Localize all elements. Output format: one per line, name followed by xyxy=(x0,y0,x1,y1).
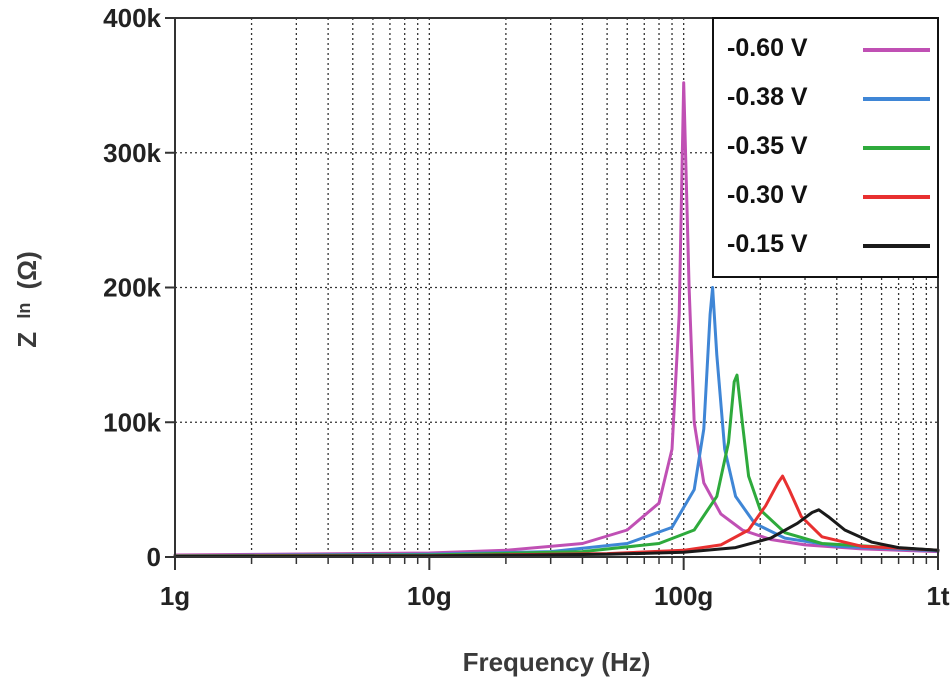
y-axis-title-main: Z xyxy=(12,332,42,348)
x-tick-label: 1t xyxy=(926,581,949,611)
x-tick-label: 10g xyxy=(407,581,452,611)
legend-label: -0.35 V xyxy=(727,132,808,160)
series-line xyxy=(173,286,940,558)
y-axis-title-subscript: In xyxy=(14,303,34,319)
legend: -0.60 V -0.38 V -0.35 V -0.30 V -0.15 V xyxy=(712,17,939,278)
legend-label: -0.30 V xyxy=(727,181,808,209)
y-tick-label: 100k xyxy=(103,407,161,437)
series-line xyxy=(173,81,940,557)
x-axis-title: Frequency (Hz) xyxy=(463,647,651,677)
legend-label: -0.15 V xyxy=(727,230,808,258)
series-line xyxy=(173,373,940,558)
y-tick-label: 0 xyxy=(147,542,161,572)
x-tick-label: 100g xyxy=(654,581,713,611)
series-line xyxy=(173,508,940,558)
y-tick-label: 400k xyxy=(103,3,161,33)
y-axis-title: Z In (Ω) xyxy=(6,251,42,348)
legend-label: -0.38 V xyxy=(727,83,808,111)
x-tick-label: 1g xyxy=(160,581,190,611)
x-axis: 1g 10g 100g 1t xyxy=(160,557,950,611)
legend-label: -0.60 V xyxy=(727,34,808,62)
y-tick-label: 300k xyxy=(103,138,161,168)
series-layer xyxy=(173,81,940,558)
y-axis-title-unit: (Ω) xyxy=(12,251,42,289)
y-tick-label: 200k xyxy=(103,273,161,303)
y-axis: 0 100k 200k 300k 400k xyxy=(103,3,175,572)
